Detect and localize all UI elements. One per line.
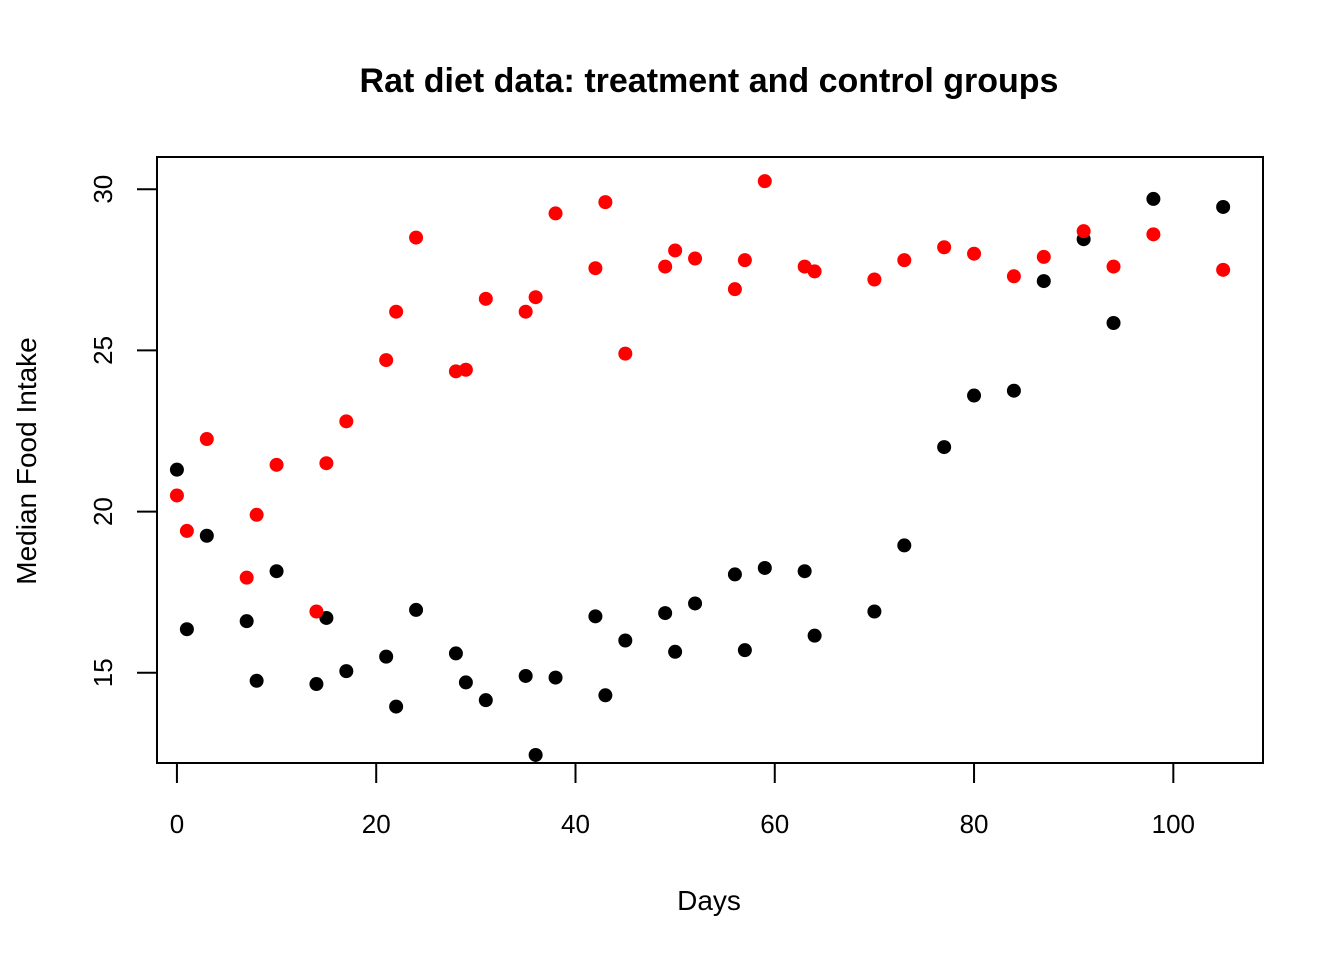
data-point-series-1 bbox=[458, 675, 473, 690]
data-point-series-2 bbox=[967, 246, 982, 261]
data-point-series-2 bbox=[339, 414, 354, 429]
data-points bbox=[169, 174, 1231, 762]
data-point-series-2 bbox=[668, 243, 683, 258]
data-point-series-1 bbox=[319, 610, 334, 625]
data-point-series-1 bbox=[478, 693, 493, 708]
data-point-series-2 bbox=[239, 570, 254, 585]
data-point-series-1 bbox=[588, 609, 603, 624]
data-point-series-1 bbox=[339, 664, 354, 679]
data-point-series-2 bbox=[1106, 259, 1121, 274]
data-point-series-1 bbox=[1106, 316, 1121, 331]
data-point-series-1 bbox=[389, 699, 404, 714]
data-point-series-2 bbox=[1006, 269, 1021, 284]
data-point-series-2 bbox=[478, 291, 493, 306]
data-point-series-1 bbox=[269, 564, 284, 579]
x-tick-label: 100 bbox=[1152, 809, 1195, 839]
data-point-series-2 bbox=[1146, 227, 1161, 242]
data-point-series-2 bbox=[379, 353, 394, 368]
data-point-series-2 bbox=[548, 206, 563, 221]
data-point-series-1 bbox=[688, 596, 703, 611]
data-point-series-1 bbox=[249, 673, 264, 688]
data-point-series-2 bbox=[1036, 249, 1051, 264]
data-point-series-1 bbox=[379, 649, 394, 664]
data-point-series-2 bbox=[169, 488, 184, 503]
chart-title: Rat diet data: treatment and control gro… bbox=[360, 62, 1059, 100]
data-point-series-2 bbox=[598, 195, 613, 210]
x-tick-label: 80 bbox=[960, 809, 989, 839]
data-point-series-1 bbox=[518, 668, 533, 683]
data-point-series-1 bbox=[897, 538, 912, 553]
data-point-series-1 bbox=[169, 462, 184, 477]
data-point-series-2 bbox=[179, 523, 194, 538]
data-point-series-1 bbox=[448, 646, 463, 661]
data-point-series-2 bbox=[727, 282, 742, 297]
data-point-series-1 bbox=[1006, 383, 1021, 398]
data-point-series-1 bbox=[199, 528, 214, 543]
x-axis: 0 20 40 60 80 100 bbox=[170, 762, 1195, 839]
data-point-series-1 bbox=[1216, 199, 1231, 214]
data-point-series-2 bbox=[269, 457, 284, 472]
data-point-series-2 bbox=[658, 259, 673, 274]
data-point-series-2 bbox=[319, 456, 334, 471]
data-point-series-1 bbox=[309, 677, 324, 692]
data-point-series-1 bbox=[179, 622, 194, 637]
data-point-series-2 bbox=[1216, 262, 1231, 277]
x-tick-label: 0 bbox=[170, 809, 184, 839]
data-point-series-1 bbox=[239, 614, 254, 629]
data-point-series-2 bbox=[737, 253, 752, 268]
data-point-series-1 bbox=[737, 643, 752, 658]
data-point-series-1 bbox=[937, 440, 952, 455]
x-axis-label: Days bbox=[677, 885, 741, 916]
data-point-series-2 bbox=[618, 346, 633, 361]
data-point-series-2 bbox=[588, 261, 603, 276]
y-axis: 15 20 25 30 bbox=[88, 175, 158, 687]
data-point-series-1 bbox=[967, 388, 982, 403]
data-point-series-2 bbox=[937, 240, 952, 255]
data-point-series-2 bbox=[518, 304, 533, 319]
y-axis-label: Median Food Intake bbox=[11, 337, 42, 585]
data-point-series-1 bbox=[727, 567, 742, 582]
x-tick-label: 20 bbox=[362, 809, 391, 839]
y-tick-label: 25 bbox=[88, 336, 118, 365]
data-point-series-1 bbox=[797, 564, 812, 579]
data-point-series-2 bbox=[458, 362, 473, 377]
data-point-series-1 bbox=[548, 670, 563, 685]
data-point-series-2 bbox=[897, 253, 912, 268]
data-point-series-2 bbox=[1076, 224, 1091, 239]
data-point-series-1 bbox=[658, 606, 673, 621]
x-tick-label: 60 bbox=[760, 809, 789, 839]
data-point-series-2 bbox=[757, 174, 772, 189]
data-point-series-2 bbox=[688, 251, 703, 266]
data-point-series-1 bbox=[668, 644, 683, 659]
x-tick-label: 40 bbox=[561, 809, 590, 839]
data-point-series-2 bbox=[867, 272, 882, 287]
data-point-series-1 bbox=[1146, 191, 1161, 206]
data-point-series-1 bbox=[807, 628, 822, 643]
data-point-series-1 bbox=[598, 688, 613, 703]
data-point-series-2 bbox=[309, 604, 324, 619]
data-point-series-2 bbox=[249, 507, 264, 522]
data-point-series-1 bbox=[867, 604, 882, 619]
y-tick-label: 15 bbox=[88, 658, 118, 687]
data-point-series-1 bbox=[757, 560, 772, 575]
data-point-series-1 bbox=[618, 633, 633, 648]
data-point-series-2 bbox=[199, 432, 214, 447]
data-point-series-1 bbox=[528, 747, 543, 762]
data-point-series-1 bbox=[409, 602, 424, 617]
data-point-series-1 bbox=[1036, 274, 1051, 289]
y-tick-label: 30 bbox=[88, 175, 118, 204]
data-point-series-2 bbox=[807, 264, 822, 279]
data-point-series-2 bbox=[389, 304, 404, 319]
y-tick-label: 20 bbox=[88, 497, 118, 526]
data-point-series-2 bbox=[409, 230, 424, 245]
data-point-series-2 bbox=[528, 290, 543, 305]
